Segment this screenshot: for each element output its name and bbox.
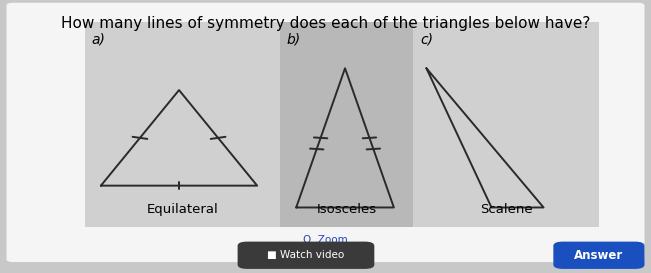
Text: b): b) bbox=[286, 33, 301, 47]
Text: a): a) bbox=[91, 33, 105, 47]
Text: Answer: Answer bbox=[574, 249, 624, 262]
FancyBboxPatch shape bbox=[85, 22, 280, 227]
FancyBboxPatch shape bbox=[413, 22, 599, 227]
FancyBboxPatch shape bbox=[280, 22, 413, 227]
FancyBboxPatch shape bbox=[7, 3, 644, 262]
Text: Scalene: Scalene bbox=[480, 203, 533, 216]
Text: Equilateral: Equilateral bbox=[146, 203, 218, 216]
Text: How many lines of symmetry does each of the triangles below have?: How many lines of symmetry does each of … bbox=[61, 16, 590, 31]
Text: Q  Zoom: Q Zoom bbox=[303, 235, 348, 245]
Text: Isosceles: Isosceles bbox=[316, 203, 377, 216]
FancyBboxPatch shape bbox=[238, 242, 374, 269]
Text: c): c) bbox=[420, 33, 433, 47]
FancyBboxPatch shape bbox=[553, 242, 644, 269]
Text: ■ Watch video: ■ Watch video bbox=[268, 250, 344, 260]
